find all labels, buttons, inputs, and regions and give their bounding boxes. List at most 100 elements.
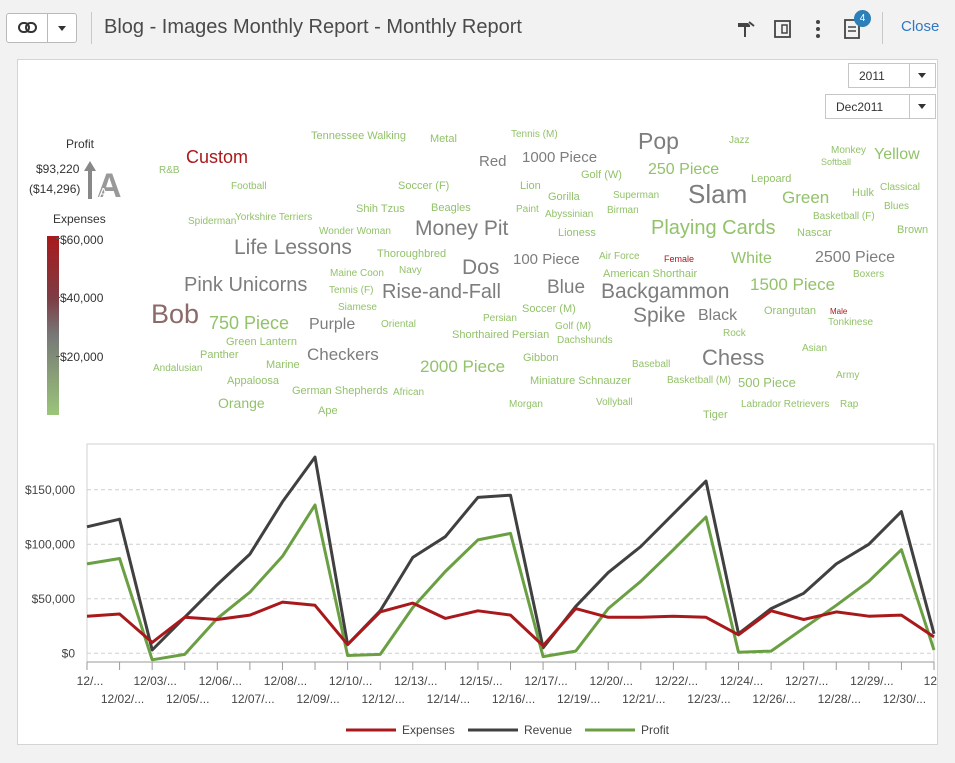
word-cloud-item[interactable]: Asian	[802, 343, 828, 354]
word-cloud-item[interactable]: Bob	[151, 299, 200, 329]
word-cloud-item[interactable]: Lion	[520, 180, 541, 192]
word-cloud-item[interactable]: Air Force	[599, 251, 640, 262]
word-cloud-item[interactable]: Blues	[884, 201, 910, 212]
word-cloud-item[interactable]: Softball	[821, 157, 852, 167]
word-cloud-item[interactable]: Thoroughbred	[377, 248, 447, 260]
year-dropdown[interactable]: 2011	[848, 63, 936, 88]
year-dropdown-arrow[interactable]	[909, 64, 935, 87]
word-cloud-item[interactable]: Tennessee Walking	[311, 130, 406, 142]
word-cloud-item[interactable]: American Shorthair	[603, 268, 698, 280]
word-cloud-item[interactable]: Nascar	[797, 227, 832, 239]
word-cloud-item[interactable]: Siamese	[338, 302, 377, 313]
word-cloud-item[interactable]: Maine Coon	[330, 268, 384, 279]
word-cloud-item[interactable]: Birman	[607, 205, 639, 216]
word-cloud-item[interactable]: Appaloosa	[227, 375, 279, 387]
word-cloud-item[interactable]: Backgammon	[601, 280, 730, 303]
word-cloud-item[interactable]: Labrador Retrievers	[741, 399, 830, 410]
word-cloud-item[interactable]: Army	[836, 370, 860, 381]
word-cloud-item[interactable]: Persian	[483, 313, 517, 324]
word-cloud-item[interactable]: Green Lantern	[226, 336, 297, 348]
word-cloud-item[interactable]: Football	[231, 181, 267, 192]
word-cloud-item[interactable]: Basketball (M)	[667, 375, 731, 386]
series-line-profit[interactable]	[86, 503, 936, 662]
word-cloud-item[interactable]: Yorkshire Terriers	[235, 212, 313, 223]
word-cloud-item[interactable]: Rock	[723, 328, 746, 339]
word-cloud-item[interactable]: Navy	[399, 265, 422, 276]
word-cloud-item[interactable]: Slam	[688, 179, 748, 209]
word-cloud-item[interactable]: Spike	[633, 304, 686, 327]
word-cloud-item[interactable]: 750 Piece	[209, 313, 290, 333]
word-cloud-item[interactable]: Shorthaired Persian	[452, 329, 550, 341]
word-cloud-item[interactable]: Money Pit	[415, 217, 509, 240]
word-cloud-item[interactable]: German Shepherds	[292, 385, 388, 397]
word-cloud-item[interactable]: 100 Piece	[513, 251, 580, 268]
word-cloud-item[interactable]: Custom	[186, 147, 249, 167]
word-cloud-item[interactable]: Paint	[516, 204, 539, 215]
word-cloud-item[interactable]: Golf (W)	[581, 169, 622, 181]
word-cloud-item[interactable]: Baseball	[632, 359, 671, 370]
word-cloud-item[interactable]: Red	[479, 153, 507, 170]
word-cloud-item[interactable]: Orange	[218, 395, 265, 411]
word-cloud-item[interactable]: Pop	[638, 128, 679, 154]
word-cloud-item[interactable]: Dachshunds	[557, 335, 613, 346]
word-cloud-item[interactable]: Checkers	[307, 345, 379, 364]
word-cloud-item[interactable]: Jazz	[729, 135, 750, 146]
word-cloud-item[interactable]: Tennis (M)	[511, 129, 558, 140]
word-cloud-item[interactable]: Yellow	[874, 146, 920, 163]
word-cloud-item[interactable]: Green	[782, 188, 830, 207]
word-cloud-item[interactable]: Tiger	[703, 409, 728, 421]
word-cloud-item[interactable]: Oriental	[381, 319, 417, 330]
word-cloud-item[interactable]: Female	[664, 254, 695, 264]
word-cloud-item[interactable]: Golf (M)	[555, 321, 592, 332]
month-dropdown[interactable]: Dec2011	[825, 94, 936, 119]
close-link[interactable]: Close	[901, 18, 940, 35]
link-button[interactable]	[6, 13, 48, 43]
word-cloud-item[interactable]: Ape	[318, 405, 338, 417]
word-cloud-item[interactable]: Vollyball	[596, 397, 633, 408]
word-cloud-item[interactable]: Tonkinese	[828, 317, 874, 328]
link-dropdown-button[interactable]	[47, 13, 77, 43]
word-cloud-item[interactable]: Basketball (F)	[813, 211, 875, 222]
word-cloud-item[interactable]: 1500 Piece	[750, 275, 836, 294]
word-cloud-item[interactable]: Pink Unicorns	[184, 274, 308, 296]
word-cloud-item[interactable]: White	[731, 250, 772, 267]
word-cloud-item[interactable]: Boxers	[853, 269, 885, 280]
word-cloud-item[interactable]: Monkey	[831, 145, 867, 156]
word-cloud-item[interactable]: Orangutan	[764, 305, 816, 317]
word-cloud-item[interactable]: Andalusian	[153, 363, 203, 374]
word-cloud-item[interactable]: Male	[830, 307, 848, 316]
series-line-revenue[interactable]	[86, 455, 936, 652]
word-cloud-item[interactable]: Lioness	[558, 227, 596, 239]
word-cloud-item[interactable]: Superman	[613, 190, 660, 201]
word-cloud-item[interactable]: Playing Cards	[651, 217, 776, 239]
word-cloud-item[interactable]: Rap	[840, 399, 859, 410]
word-cloud-item[interactable]: Purple	[309, 316, 356, 333]
word-cloud-item[interactable]: 2000 Piece	[420, 357, 506, 376]
word-cloud-item[interactable]: Spiderman	[188, 216, 237, 227]
more-options-icon[interactable]	[806, 17, 830, 41]
word-cloud-item[interactable]: 2500 Piece	[815, 249, 896, 266]
word-cloud-item[interactable]: Marine	[266, 359, 300, 371]
page-view-icon[interactable]	[771, 17, 795, 41]
word-cloud-item[interactable]: Miniature Schnauzer	[530, 375, 631, 387]
word-cloud-item[interactable]: Lepoard	[751, 173, 792, 185]
month-dropdown-arrow[interactable]	[909, 95, 935, 118]
word-cloud-item[interactable]: 500 Piece	[738, 375, 796, 390]
word-cloud-item[interactable]: Chess	[702, 345, 765, 370]
word-cloud-item[interactable]: Panther	[200, 349, 239, 361]
word-cloud-item[interactable]: Morgan	[509, 399, 543, 410]
word-cloud-item[interactable]: R&B	[159, 165, 180, 176]
word-cloud-item[interactable]: Blue	[547, 277, 586, 298]
word-cloud-item[interactable]: Classical	[880, 182, 921, 193]
word-cloud-item[interactable]: 250 Piece	[648, 161, 720, 178]
word-cloud-item[interactable]: Gibbon	[523, 352, 559, 364]
word-cloud-item[interactable]: Tennis (F)	[329, 285, 374, 296]
word-cloud-item[interactable]: Shih Tzus	[356, 203, 405, 215]
word-cloud-item[interactable]: Dos	[462, 256, 500, 279]
word-cloud-item[interactable]: Gorilla	[548, 191, 580, 203]
word-cloud-item[interactable]: Soccer (F)	[398, 180, 450, 192]
word-cloud-item[interactable]: Life Lessons	[234, 236, 352, 259]
data-brush-icon[interactable]	[734, 17, 758, 41]
word-cloud-item[interactable]: African	[393, 387, 425, 398]
word-cloud-item[interactable]: Metal	[430, 133, 457, 145]
